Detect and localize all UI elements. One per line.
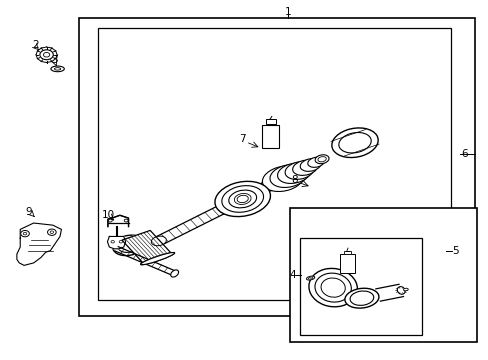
Text: 10: 10 [101, 210, 114, 220]
Ellipse shape [237, 195, 248, 203]
Ellipse shape [228, 190, 256, 208]
Ellipse shape [292, 160, 317, 175]
Bar [262, 125, 279, 148]
Ellipse shape [40, 50, 53, 60]
Ellipse shape [250, 185, 267, 196]
Ellipse shape [50, 231, 54, 234]
Text: 3: 3 [51, 55, 58, 65]
Bar [299, 238, 421, 335]
Ellipse shape [118, 238, 140, 252]
Ellipse shape [338, 132, 370, 153]
Ellipse shape [54, 68, 61, 70]
Text: 2: 2 [32, 40, 39, 50]
Ellipse shape [300, 159, 320, 171]
Ellipse shape [215, 181, 270, 217]
Ellipse shape [51, 66, 64, 72]
Ellipse shape [23, 232, 27, 235]
Bar [98, 28, 449, 300]
Ellipse shape [170, 270, 178, 277]
Bar [79, 18, 473, 316]
Ellipse shape [264, 179, 280, 189]
Ellipse shape [47, 229, 56, 235]
Text: 8: 8 [291, 175, 298, 185]
Text: 5: 5 [451, 246, 458, 256]
Bar [340, 254, 354, 274]
Ellipse shape [124, 219, 128, 222]
Ellipse shape [317, 157, 325, 162]
Ellipse shape [344, 288, 378, 308]
Polygon shape [17, 223, 61, 265]
Text: 6: 6 [461, 149, 468, 158]
Ellipse shape [269, 165, 306, 188]
Ellipse shape [262, 166, 303, 192]
Ellipse shape [263, 183, 272, 189]
Ellipse shape [141, 252, 174, 265]
Ellipse shape [20, 230, 29, 237]
Text: 1: 1 [284, 8, 290, 17]
Ellipse shape [314, 273, 351, 302]
Ellipse shape [306, 276, 314, 280]
Ellipse shape [108, 219, 112, 222]
Ellipse shape [253, 187, 264, 194]
Text: 4: 4 [288, 270, 295, 280]
Ellipse shape [277, 163, 310, 184]
Ellipse shape [43, 53, 50, 57]
Text: 9: 9 [25, 207, 32, 217]
Ellipse shape [396, 287, 405, 294]
Ellipse shape [260, 181, 275, 191]
Ellipse shape [261, 176, 287, 191]
Ellipse shape [331, 128, 377, 158]
Ellipse shape [112, 235, 145, 256]
Bar [289, 208, 476, 342]
Bar [265, 119, 275, 123]
Ellipse shape [151, 236, 166, 246]
Ellipse shape [285, 162, 313, 179]
Ellipse shape [321, 278, 345, 297]
Text: 7: 7 [238, 134, 245, 144]
Ellipse shape [234, 193, 250, 204]
Polygon shape [108, 215, 128, 226]
Polygon shape [107, 237, 125, 249]
Ellipse shape [308, 269, 357, 307]
Ellipse shape [349, 291, 373, 305]
Ellipse shape [307, 157, 324, 167]
Polygon shape [122, 230, 171, 264]
Ellipse shape [119, 240, 122, 243]
Bar [343, 251, 351, 254]
Ellipse shape [141, 252, 174, 265]
Ellipse shape [222, 186, 263, 212]
Ellipse shape [308, 277, 312, 279]
Ellipse shape [403, 288, 407, 291]
Ellipse shape [314, 155, 328, 164]
Ellipse shape [265, 179, 282, 188]
Ellipse shape [111, 240, 114, 243]
